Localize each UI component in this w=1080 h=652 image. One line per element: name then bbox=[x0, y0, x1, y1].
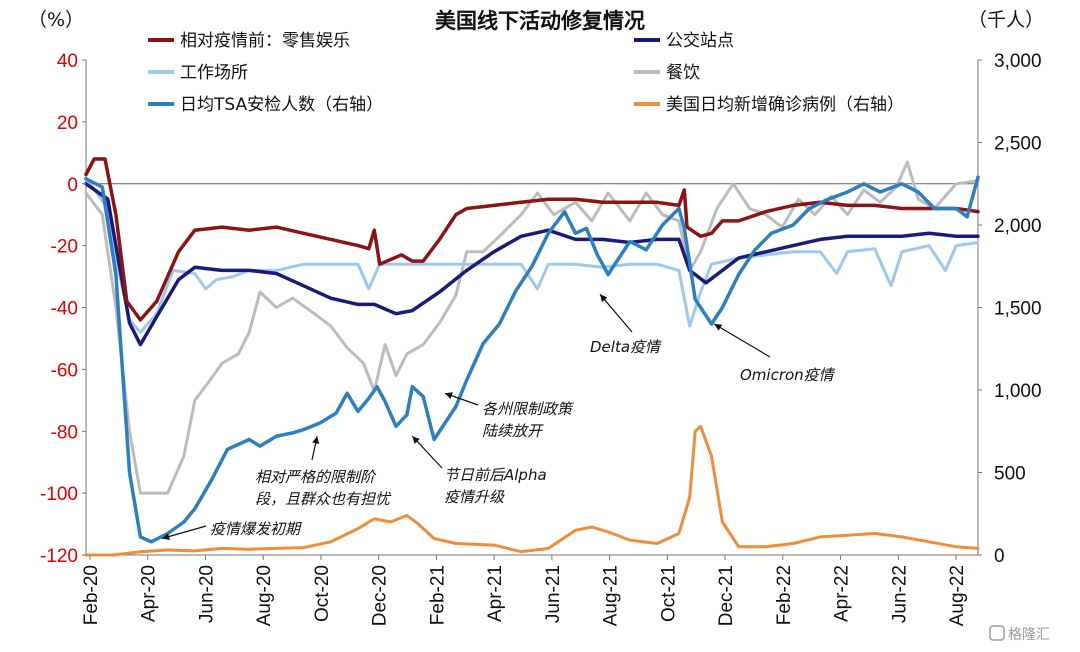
series-line-2 bbox=[84, 176, 980, 334]
series-line-0 bbox=[84, 157, 980, 322]
x-tick-label: Dec-21 bbox=[716, 565, 737, 626]
left-tick-label: -80 bbox=[51, 422, 78, 443]
x-tick-label: Aug-20 bbox=[254, 565, 275, 626]
left-tick-label: -40 bbox=[51, 299, 78, 320]
legend-label: 餐饮 bbox=[666, 63, 700, 83]
left-tick-label: -100 bbox=[40, 484, 78, 505]
x-tick-label: Apr-22 bbox=[832, 565, 853, 622]
legend-label: 相对疫情前：零售娱乐 bbox=[180, 31, 350, 51]
x-tick-label: Apr-21 bbox=[485, 565, 506, 622]
watermark-logo-icon bbox=[989, 625, 1005, 641]
x-tick-label: Feb-21 bbox=[427, 565, 448, 625]
x-tick-label: Jun-22 bbox=[889, 565, 910, 623]
right-tick-label: 2,000 bbox=[994, 216, 1042, 237]
series-line-4 bbox=[84, 175, 980, 544]
right-tick-label: 1,500 bbox=[994, 299, 1042, 320]
left-tick-label: 20 bbox=[57, 113, 78, 134]
annotation-arrow bbox=[599, 293, 633, 333]
annotation-text: 相对严格的限制阶 bbox=[255, 468, 377, 486]
right-axis-unit: （千人） bbox=[968, 9, 1044, 31]
series-line-3 bbox=[84, 160, 980, 495]
x-tick-label: Jun-21 bbox=[543, 565, 564, 623]
annotation-arrow bbox=[713, 323, 771, 358]
x-tick-label: Jun-20 bbox=[196, 565, 217, 623]
chart-title: 美国线下活动修复情况 bbox=[435, 9, 645, 33]
x-tick-label: Aug-21 bbox=[601, 565, 622, 626]
axis-layer: 40 20 0 -20 -40 -60 -80 -100 -120 3,000 2,500 2,000… bbox=[40, 51, 1042, 626]
right-tick-label: 0 bbox=[994, 546, 1005, 567]
right-tick-label: 3,000 bbox=[994, 51, 1042, 72]
series-line-1 bbox=[84, 182, 980, 347]
right-tick-label: 500 bbox=[994, 464, 1026, 485]
left-tick-label: -60 bbox=[51, 360, 78, 381]
series-layer bbox=[84, 157, 980, 557]
x-tick-label: Feb-22 bbox=[774, 565, 795, 625]
left-tick-label: 0 bbox=[67, 175, 78, 196]
annotation-text: Omicron疫情 bbox=[740, 366, 836, 384]
legend-label: 工作场所 bbox=[180, 63, 248, 83]
annotation-text: 疫情爆发初期 bbox=[210, 520, 302, 538]
annotation-arrow bbox=[161, 525, 207, 540]
left-tick-label: 40 bbox=[57, 51, 78, 72]
annotation-text: 陆续放开 bbox=[482, 422, 544, 440]
annotation-arrow bbox=[444, 392, 479, 406]
legend-label: 美国日均新增确诊病例（右轴） bbox=[666, 95, 904, 115]
legend-label: 公交站点 bbox=[666, 31, 734, 51]
legend-label: 日均TSA安检人数（右轴） bbox=[180, 95, 383, 115]
annotation-text: 各州限制政策 bbox=[482, 400, 574, 418]
left-tick-label: -120 bbox=[40, 546, 78, 567]
x-tick-label: Aug-22 bbox=[947, 565, 968, 626]
annotation-arrow bbox=[411, 435, 443, 469]
series-line-5 bbox=[84, 424, 980, 557]
watermark: 格隆汇 bbox=[989, 625, 1050, 643]
right-tick-label: 2,500 bbox=[994, 134, 1042, 155]
annotation-arrow bbox=[311, 436, 320, 461]
right-tick-label: 1,000 bbox=[994, 381, 1042, 402]
x-tick-label: Apr-20 bbox=[139, 565, 160, 622]
left-tick-label: -20 bbox=[51, 237, 78, 258]
x-tick-label: Feb-20 bbox=[81, 565, 102, 625]
watermark-text: 格隆汇 bbox=[1008, 627, 1050, 643]
left-axis-unit: （%） bbox=[28, 9, 84, 31]
annotation-text: Delta疫情 bbox=[590, 338, 662, 356]
annotation-text: 节日前后Alpha bbox=[444, 466, 547, 484]
x-tick-label: Oct-21 bbox=[658, 565, 679, 622]
x-tick-label: Dec-20 bbox=[370, 565, 391, 626]
annotation-text: 疫情升级 bbox=[444, 488, 505, 506]
x-tick-label: Oct-20 bbox=[312, 565, 333, 622]
annotation-text: 段，且群众也有担忧 bbox=[255, 490, 392, 508]
